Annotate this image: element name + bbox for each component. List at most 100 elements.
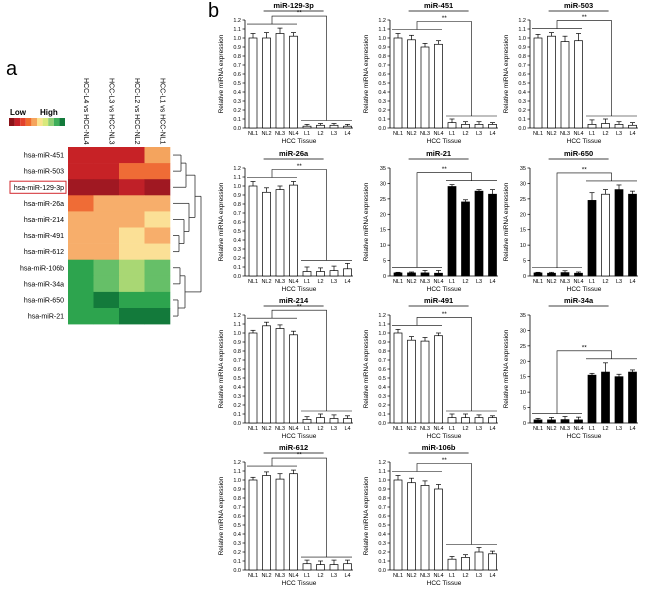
y-tick-label: 0.8	[378, 496, 386, 502]
bar	[343, 563, 352, 571]
bar	[275, 33, 285, 129]
y-tick-label: 0.3	[233, 247, 241, 253]
bar	[343, 418, 352, 424]
y-tick-label: 30	[520, 328, 526, 334]
y-axis-label: Relative miRNA expression	[218, 476, 225, 555]
bar	[316, 271, 325, 277]
bar	[614, 376, 624, 424]
bar	[316, 564, 325, 571]
x-tick-label: L1	[304, 573, 310, 579]
bar	[587, 124, 597, 129]
x-tick-label: L2	[317, 279, 323, 285]
bar	[420, 272, 430, 277]
y-tick-label: 1.0	[233, 478, 241, 484]
bar	[461, 557, 470, 571]
x-tick-label: L3	[476, 131, 482, 137]
legend-swatch	[31, 118, 37, 126]
bar	[474, 190, 484, 277]
y-tick-label: 25	[520, 197, 526, 203]
heatmap-cell	[119, 179, 145, 196]
heatmap-cell	[93, 211, 120, 228]
x-tick-label: L1	[449, 573, 455, 579]
x-tick-label: NL1	[248, 573, 258, 579]
bar	[461, 201, 470, 277]
heatmap-row-label: hsa-miR-26a	[24, 201, 64, 208]
bar	[343, 268, 352, 277]
y-tick-label: 0.6	[233, 220, 241, 226]
y-tick-label: 0.3	[378, 394, 386, 400]
heatmap-cell	[68, 179, 94, 196]
y-tick-label: 0.9	[233, 193, 241, 199]
y-axis-label: Relative miRNA expression	[503, 182, 510, 261]
y-tick-label: 0.1	[378, 117, 386, 123]
heatmap-cell	[119, 259, 145, 277]
y-tick-label: 0.0	[378, 421, 386, 427]
bar	[628, 193, 637, 277]
y-tick-label: 0.8	[233, 202, 241, 208]
heatmap-cell	[144, 179, 171, 196]
y-tick-label: 20	[520, 359, 526, 365]
x-tick-label: L4	[489, 573, 495, 579]
y-tick-label: 0.1	[518, 117, 526, 123]
y-tick-label: 0.1	[233, 117, 241, 123]
y-tick-label: 0.5	[518, 81, 526, 87]
x-tick-label: NL4	[288, 426, 298, 432]
legend-swatch	[20, 118, 26, 126]
bar	[302, 563, 312, 571]
y-tick-label: 15	[520, 228, 526, 234]
bar	[420, 485, 430, 571]
x-tick-label: NL2	[261, 573, 271, 579]
significance-bracket	[271, 15, 327, 121]
y-tick-label: 1.2	[233, 313, 241, 319]
y-tick-label: 0.9	[233, 340, 241, 346]
y-tick-label: 5	[523, 406, 526, 412]
y-tick-label: 0.0	[233, 421, 241, 427]
bar	[248, 479, 258, 571]
y-tick-label: 0.1	[233, 559, 241, 565]
x-tick-label: NL4	[433, 279, 443, 285]
heatmap-row-label: hsa-miR-650	[24, 297, 64, 304]
heatmap-cell	[93, 195, 120, 212]
x-tick-label: NL1	[393, 279, 403, 285]
bar-chart: miR-21 0 5 10 15 20 25 30 35 Relative miRNA expre…	[363, 149, 498, 293]
y-tick-label: 15	[380, 228, 386, 234]
y-tick-label: 35	[380, 166, 386, 172]
bar	[434, 43, 443, 129]
x-tick-label: NL2	[546, 279, 556, 285]
bar	[407, 482, 416, 571]
y-tick-label: 1.2	[233, 166, 241, 172]
x-tick-label: L3	[616, 279, 622, 285]
x-tick-label: NL2	[261, 279, 271, 285]
y-tick-label: 1.0	[378, 478, 386, 484]
bar	[393, 332, 403, 424]
x-tick-label: L1	[304, 131, 310, 137]
chart-title: miR-491	[424, 296, 453, 305]
bar-chart: miR-451 0.0 0.1 0.2 0.3 0.4 0.5 0.6 0.7 0.8 0.9 1.0…	[363, 1, 498, 145]
heatmap-row-label: hsa-miR-214	[24, 217, 64, 224]
y-tick-label: 0.4	[378, 385, 386, 391]
y-tick-label: 1.0	[378, 331, 386, 337]
y-tick-label: 1.1	[233, 175, 241, 181]
bar	[393, 479, 403, 571]
heatmap-cell	[119, 308, 145, 325]
bar	[289, 334, 298, 424]
x-tick-label: NL1	[533, 131, 543, 137]
y-tick-label: 0	[523, 274, 526, 280]
heatmap-cell	[119, 243, 145, 260]
y-tick-label: 0.0	[378, 568, 386, 574]
y-tick-label: 0.6	[233, 514, 241, 520]
x-tick-label: L3	[476, 279, 482, 285]
heatmap-cell	[119, 275, 145, 293]
bar	[316, 124, 325, 129]
y-tick-label: 1.2	[378, 313, 386, 319]
y-tick-label: 0.4	[378, 532, 386, 538]
chart-title: miR-129-3p	[273, 1, 314, 10]
y-tick-label: 1.1	[378, 27, 386, 33]
panel-b-label: b	[208, 0, 220, 22]
heatmap-row-label: hsa-miR-612	[24, 249, 64, 256]
bar	[601, 193, 610, 277]
heatmap-cell	[93, 291, 120, 309]
y-tick-label: 0.1	[378, 412, 386, 418]
y-axis-label: Relative miRNA expression	[218, 329, 225, 408]
bar	[262, 191, 271, 277]
